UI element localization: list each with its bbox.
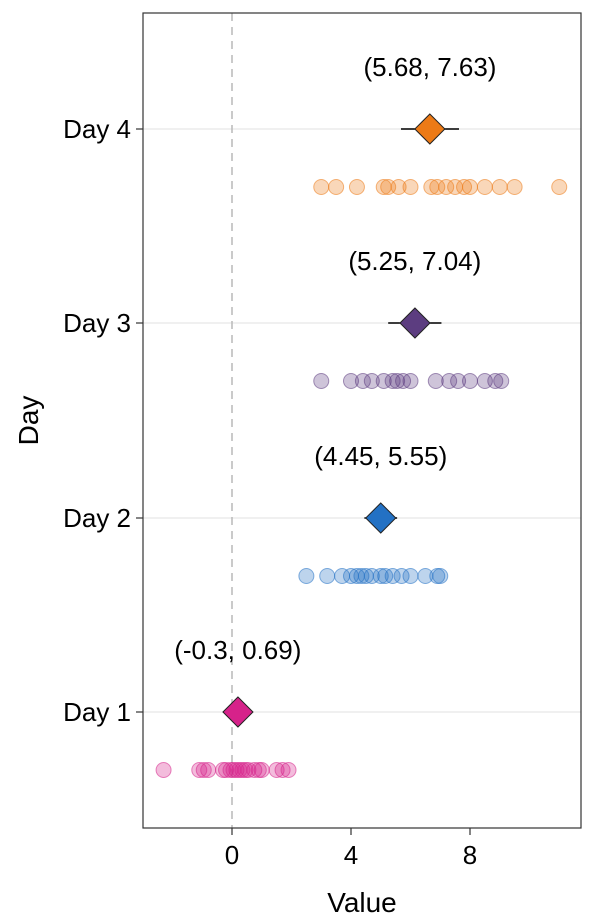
- day-4-point: [462, 179, 478, 195]
- y-tick-label-day-4: Day 4: [63, 114, 131, 144]
- day-4-point: [491, 179, 508, 195]
- day-4-point: [438, 179, 455, 195]
- day-3-point: [402, 373, 419, 389]
- day-3-point: [363, 373, 380, 389]
- day-4-point: [348, 179, 365, 195]
- x-tick-label: 4: [344, 840, 358, 870]
- day-1-point: [280, 762, 297, 778]
- day-4-point: [456, 179, 473, 195]
- day-3-point: [441, 373, 458, 389]
- day-3-point: [375, 373, 392, 389]
- day-2-ci-label: (4.45, 5.55): [314, 441, 447, 471]
- day-1-mean-diamond: [222, 696, 254, 728]
- day-4-point: [402, 179, 419, 195]
- day-2-point: [363, 568, 380, 584]
- day-3-point: [343, 373, 359, 389]
- day-3-point: [462, 373, 478, 389]
- day-2-point: [432, 568, 449, 584]
- day-1-point: [253, 762, 270, 778]
- day-3-point: [427, 373, 444, 389]
- day-1-point: [200, 762, 217, 778]
- day-3-point: [487, 373, 504, 389]
- day-2-point: [393, 568, 410, 584]
- day-2-mean-diamond: [365, 502, 397, 534]
- day-4-point: [476, 179, 493, 195]
- day-3-point: [493, 373, 510, 389]
- day-2-point: [372, 568, 389, 584]
- day-2-point: [402, 568, 419, 584]
- x-axis: 0 4 8: [225, 828, 477, 870]
- plot-panel-border: [142, 12, 582, 829]
- day-2-point: [319, 568, 336, 584]
- mean-markers: [222, 113, 446, 728]
- data-points: [155, 179, 568, 778]
- day-4-point: [506, 179, 523, 195]
- day-3-ci-label: (5.25, 7.04): [348, 246, 481, 276]
- day-3-mean-diamond: [399, 307, 431, 339]
- day-1-point: [268, 762, 285, 778]
- day-1-point: [274, 762, 291, 778]
- y-axis-title: Day: [13, 396, 44, 446]
- day-1-ci-label: (-0.3, 0.69): [174, 635, 301, 665]
- day-3-point: [389, 373, 406, 389]
- day-3-point: [313, 373, 330, 389]
- x-tick-label: 0: [225, 840, 239, 870]
- day-2-point: [384, 568, 401, 584]
- ci-labels: (-0.3, 0.69) (4.45, 5.55) (5.25, 7.04) (5.6…: [174, 52, 496, 665]
- day-4-point: [551, 179, 568, 195]
- y-tick-label-day-2: Day 2: [63, 503, 131, 533]
- day-1-point: [155, 762, 172, 778]
- y-tick-label-day-3: Day 3: [63, 308, 131, 338]
- day-4-point: [429, 179, 446, 195]
- day-1-point: [191, 762, 208, 778]
- y-tick-label-day-1: Day 1: [63, 697, 131, 727]
- day-3-point: [354, 373, 371, 389]
- day-4-point: [390, 179, 407, 195]
- y-axis: Day 1 Day 2 Day 3 Day 4: [63, 114, 143, 727]
- day-2-point: [298, 568, 315, 584]
- x-tick-label: 8: [463, 840, 477, 870]
- x-axis-title: Value: [327, 887, 397, 918]
- day-4-point: [328, 179, 345, 195]
- gridlines: [143, 128, 581, 713]
- day-4-point: [313, 179, 330, 195]
- day-3-point: [450, 373, 467, 389]
- day-1-point: [195, 762, 212, 778]
- day-4-ci-label: (5.68, 7.63): [363, 52, 496, 82]
- day-4-mean-diamond: [414, 113, 446, 145]
